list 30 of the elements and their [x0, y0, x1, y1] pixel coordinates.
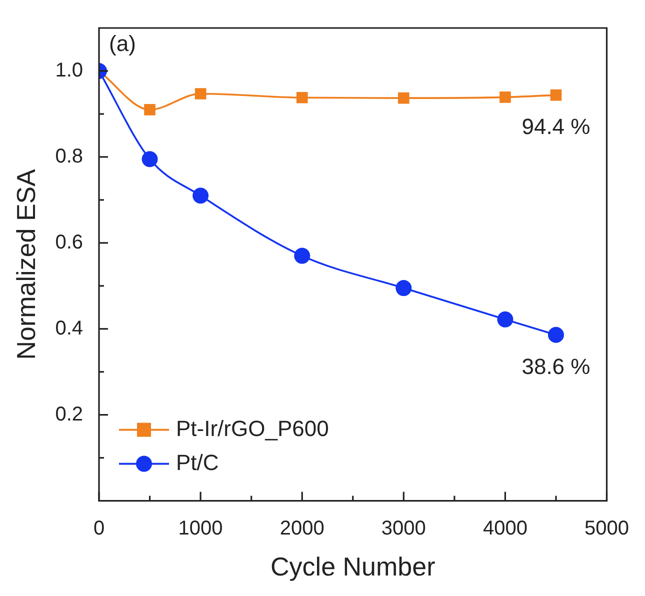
x-axis-title: Cycle Number: [270, 552, 436, 582]
annotation: 38.6 %: [522, 354, 590, 379]
y-tick-label: 0.8: [55, 145, 84, 168]
y-axis-title: Normalized ESA: [10, 168, 41, 360]
point: [296, 92, 308, 104]
x-tick-label: 3000: [381, 517, 426, 540]
point: [548, 326, 564, 343]
point: [497, 311, 514, 328]
y-tick-label: 0.2: [55, 403, 84, 426]
point: [144, 104, 156, 116]
annotation: 94.4 %: [522, 114, 590, 140]
point: [500, 92, 511, 103]
point: [398, 92, 410, 104]
y-tick-label: 0.4: [55, 317, 84, 340]
point: [142, 151, 158, 168]
point: [294, 248, 310, 264]
x-tick-label: 2000: [280, 517, 324, 540]
x-tick-label: 0: [93, 517, 105, 540]
point: [396, 280, 412, 296]
x-tick-label: 5000: [584, 517, 630, 540]
point: [194, 88, 206, 100]
x-tick-label: 1000: [178, 517, 223, 540]
legend-label: Pt/C: [176, 450, 219, 475]
y-tick-label: 1.0: [55, 59, 84, 82]
x-tick-label: 4000: [482, 517, 528, 540]
y-tick-label: 0.6: [55, 231, 84, 254]
legend-label: Pt-Ir/rGO_P600: [176, 416, 329, 441]
point: [192, 188, 209, 204]
annotation: (a): [109, 31, 136, 56]
point: [550, 89, 562, 101]
